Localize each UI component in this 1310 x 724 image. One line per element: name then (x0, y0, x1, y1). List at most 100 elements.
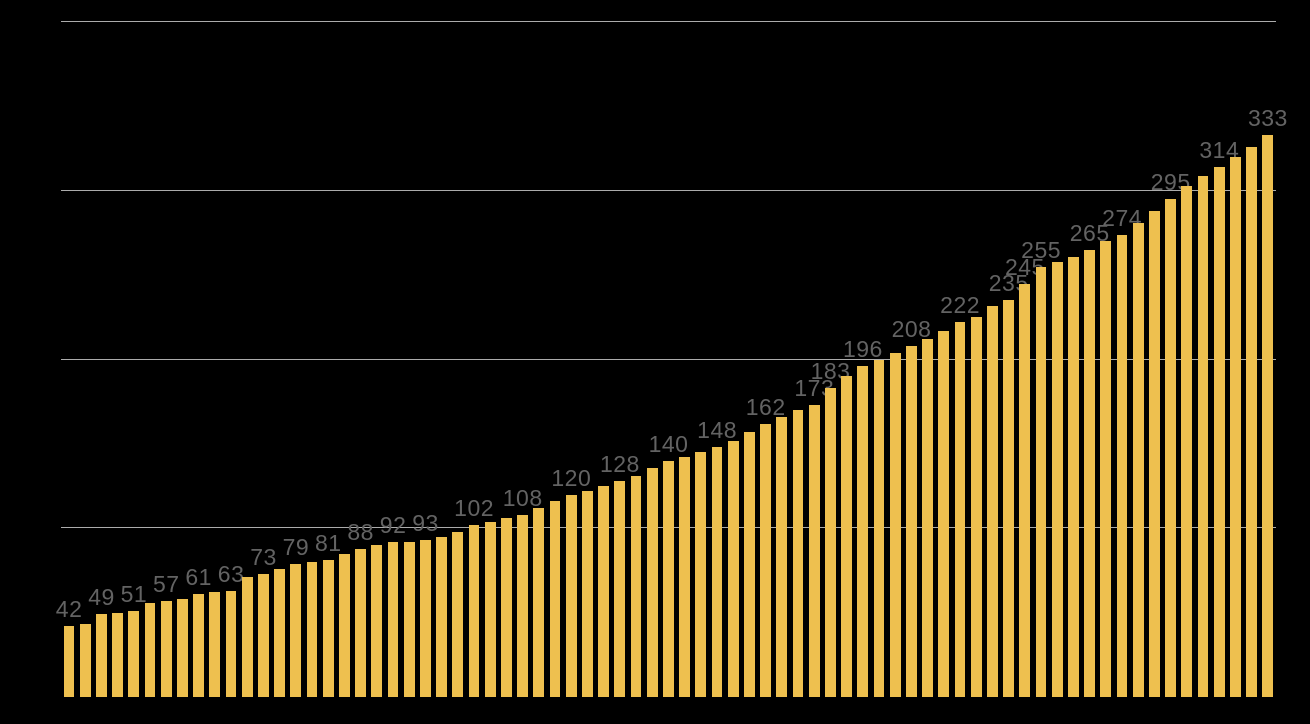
bar-65[interactable] (1100, 241, 1112, 697)
bar-58[interactable] (987, 305, 998, 697)
bar-value-label-38: 140 (648, 430, 689, 457)
bar-69[interactable] (1165, 199, 1177, 697)
bar-23[interactable] (420, 540, 431, 697)
bar-73[interactable] (1230, 157, 1241, 697)
bar-60[interactable] (1019, 283, 1031, 697)
bar-value-label-64: 265 (1069, 219, 1110, 246)
bar-value-label-32: 120 (551, 464, 592, 491)
bar-33[interactable] (582, 491, 593, 697)
bar-8[interactable] (177, 599, 188, 697)
bar-75[interactable] (1262, 135, 1274, 697)
bar-30[interactable] (533, 508, 545, 697)
bar-4[interactable] (112, 612, 124, 697)
bar-40[interactable] (695, 452, 707, 697)
bar-9[interactable] (193, 594, 205, 697)
bar-20[interactable] (371, 545, 383, 697)
bar-72[interactable] (1213, 167, 1225, 697)
bar-39[interactable] (679, 457, 691, 697)
bar-48[interactable] (825, 388, 836, 697)
bar-37[interactable] (646, 467, 658, 697)
bar-49[interactable] (841, 376, 853, 697)
bar-59[interactable] (1003, 300, 1015, 697)
bar-10[interactable] (209, 592, 221, 697)
bar-value-label-26: 102 (454, 494, 495, 521)
bar-55[interactable] (938, 330, 950, 697)
bar-56[interactable] (954, 322, 966, 697)
bar-value-label-11: 63 (217, 560, 245, 587)
bar-value-label-66: 274 (1102, 204, 1143, 231)
bar-value-label-17: 81 (315, 530, 342, 557)
bar-7[interactable] (160, 600, 172, 697)
bar-25[interactable] (452, 531, 464, 697)
bar-44[interactable] (760, 423, 772, 697)
bar-value-label-60: 245 (1004, 253, 1045, 280)
bar-63[interactable] (1068, 256, 1079, 697)
bar-17[interactable] (322, 560, 334, 697)
bar-value-label-13: 73 (250, 543, 277, 570)
bar-32[interactable] (565, 494, 577, 697)
bar-value-label-61: 255 (1021, 236, 1062, 263)
gridline-200 (61, 358, 1276, 360)
bar-value-label-53: 208 (891, 316, 932, 342)
bar-22[interactable] (403, 541, 415, 697)
bar-5[interactable] (128, 610, 140, 697)
bar-2[interactable] (79, 624, 91, 697)
bar-66[interactable] (1116, 234, 1128, 697)
bar-12[interactable] (241, 577, 253, 697)
bar-value-label-44: 162 (745, 393, 786, 420)
bar-45[interactable] (776, 416, 788, 697)
bar-52[interactable] (889, 352, 901, 697)
bar-value-label-35: 128 (599, 451, 640, 477)
bar-21[interactable] (387, 541, 399, 697)
bar-value-label-21: 92 (379, 511, 407, 538)
bar-15[interactable] (290, 563, 302, 697)
bar-36[interactable] (630, 475, 642, 697)
bar-13[interactable] (258, 573, 269, 697)
bar-54[interactable] (922, 339, 934, 697)
bar-50[interactable] (857, 366, 869, 697)
bar-14[interactable] (274, 568, 286, 697)
bar-24[interactable] (436, 536, 448, 697)
bar-value-label-29: 108 (502, 484, 543, 511)
bar-62[interactable] (1051, 261, 1063, 697)
bar-6[interactable] (144, 602, 156, 697)
bar-71[interactable] (1197, 175, 1209, 697)
bar-29[interactable] (517, 514, 529, 697)
bar-51[interactable] (873, 359, 885, 697)
bar-61[interactable] (1035, 266, 1047, 697)
bar-64[interactable] (1084, 249, 1096, 697)
bar-16[interactable] (306, 562, 318, 697)
bar-value-label-3: 49 (88, 584, 115, 611)
bar-11[interactable] (225, 590, 237, 697)
bar-42[interactable] (727, 440, 739, 697)
bar-57[interactable] (970, 317, 982, 697)
bar-value-label-75: 333 (1247, 105, 1288, 132)
bar-19[interactable] (355, 548, 367, 697)
bar-1[interactable] (63, 626, 75, 697)
bar-31[interactable] (549, 501, 561, 697)
bar-value-label-59: 235 (988, 270, 1029, 297)
bar-27[interactable] (484, 521, 496, 697)
bar-43[interactable] (744, 432, 755, 697)
bar-value-label-7: 57 (153, 570, 180, 597)
bar-70[interactable] (1181, 185, 1193, 697)
bar-74[interactable] (1246, 146, 1258, 697)
bar-38[interactable] (663, 460, 674, 697)
bar-value-label-9: 61 (185, 564, 212, 591)
bar-67[interactable] (1132, 222, 1144, 697)
bar-46[interactable] (792, 410, 804, 697)
bar-41[interactable] (711, 447, 723, 697)
bar-35[interactable] (614, 481, 626, 697)
bar-47[interactable] (808, 405, 820, 697)
bar-value-label-69: 295 (1150, 169, 1191, 196)
bar-28[interactable] (501, 518, 512, 697)
bar-26[interactable] (468, 524, 480, 697)
bar-68[interactable] (1149, 211, 1160, 697)
bar-34[interactable] (598, 486, 610, 697)
gridline-300 (61, 189, 1276, 191)
bar-18[interactable] (339, 553, 350, 697)
bar-value-label-41: 148 (697, 417, 738, 444)
bar-3[interactable] (96, 614, 107, 697)
bar-53[interactable] (906, 346, 917, 697)
